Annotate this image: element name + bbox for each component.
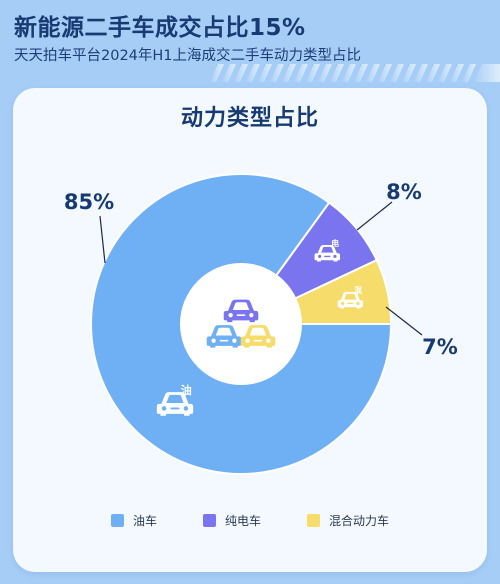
legend-item-fuel: 油车 (110, 512, 157, 529)
leader-line-hybrid (385, 306, 423, 336)
legend: 油车 纯电车 混合动力车 (0, 512, 500, 529)
slice-icon-text-fuel: 油 (181, 383, 192, 397)
page-subtitle: 天天拍车平台2024年H1上海成交二手车动力类型占比 (14, 48, 362, 64)
leader-line-ev (356, 201, 393, 231)
legend-label-ev: 纯电车 (224, 514, 261, 528)
donut-hole (180, 263, 302, 385)
legend-swatch-fuel (110, 514, 124, 527)
legend-item-ev: 纯电车 (202, 512, 261, 529)
legend-swatch-ev (202, 514, 216, 527)
header-stripe-decoration (210, 64, 500, 82)
slice-icon-text-ev: 电 (331, 238, 339, 248)
legend-label-hybrid: 混合动力车 (329, 514, 390, 528)
leader-line-fuel (99, 215, 106, 264)
car-hybrid-icon: 混 (337, 285, 364, 309)
data-label-hybrid: 7% (422, 335, 458, 359)
chart-title: 动力类型占比 (180, 106, 319, 131)
legend-label-fuel: 油车 (132, 514, 157, 528)
page-title: 新能源二手车成交占比15% (14, 15, 306, 41)
car-fuel-icon: 油 (156, 383, 194, 416)
data-label-ev: 8% (386, 180, 422, 204)
data-label-fuel: 85% (64, 190, 114, 214)
car-electric-icon: 电 (314, 238, 341, 262)
header: 新能源二手车成交占比15% 天天拍车平台2024年H1上海成交二手车动力类型占比 (0, 0, 500, 85)
legend-swatch-hybrid (307, 514, 320, 527)
slice-icon-text-hybrid: 混 (354, 285, 362, 295)
legend-item-hybrid: 混合动力车 (307, 512, 389, 529)
